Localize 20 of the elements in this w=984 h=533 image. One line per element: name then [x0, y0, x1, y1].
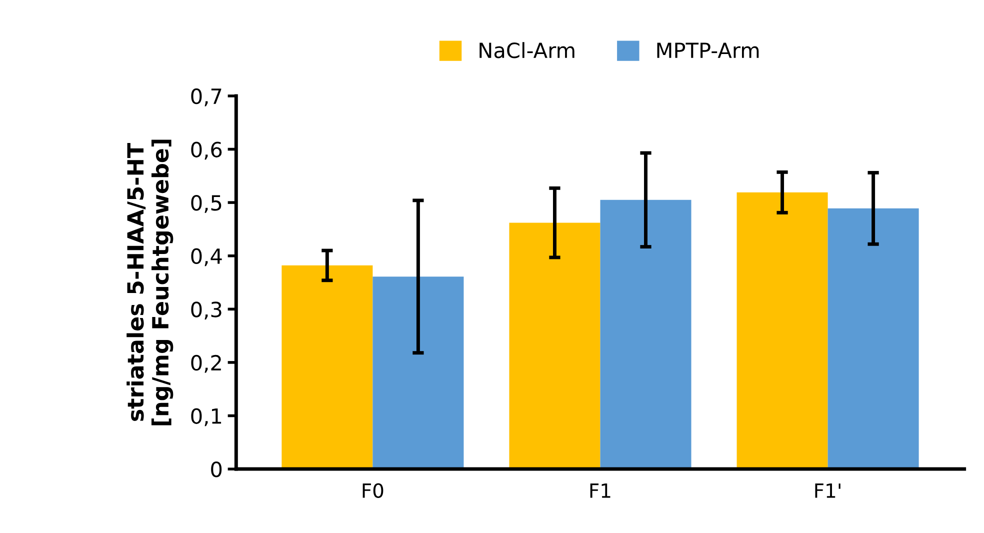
x-tick-label: F0	[362, 483, 384, 498]
bar	[372, 276, 464, 470]
bar	[736, 192, 828, 470]
y-tick-label: 0,4	[191, 248, 222, 266]
y-tick-label: 0,6	[191, 142, 222, 160]
y-tick-label: 0,1	[191, 408, 222, 426]
y-tick-label: 0	[211, 461, 222, 478]
legend-label: MPTP-Arm	[657, 42, 759, 58]
y-tick-label: 0,2	[191, 354, 221, 373]
y-axis-title: striatales 5-HIAA/5-HT [ng/mg Feuchtgewebe]	[126, 140, 174, 426]
bar	[282, 265, 373, 470]
y-tick-label: 0,3	[191, 302, 222, 320]
bar	[509, 222, 600, 470]
x-tick-label: F1'	[815, 484, 840, 498]
legend-label: NaCl-Arm	[480, 42, 574, 58]
y-tick-label: 0,7	[191, 88, 222, 106]
y-tick-label: 0,5	[191, 194, 222, 213]
bar	[828, 208, 919, 470]
x-tick-label: F1	[590, 484, 610, 498]
bar	[600, 200, 692, 470]
